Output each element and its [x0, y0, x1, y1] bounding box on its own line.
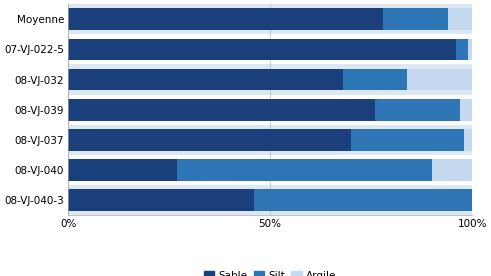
Bar [68, 155, 472, 185]
Bar [375, 99, 460, 121]
Bar [68, 4, 472, 34]
Bar [68, 69, 343, 91]
Bar [432, 159, 472, 181]
Bar [68, 159, 177, 181]
Bar [68, 65, 472, 95]
Bar [343, 69, 408, 91]
Bar [460, 99, 472, 121]
Bar [68, 39, 456, 60]
Bar [68, 95, 472, 125]
Bar [68, 129, 351, 151]
Bar [468, 39, 472, 60]
Bar [408, 69, 472, 91]
Bar [351, 129, 464, 151]
Bar [68, 99, 375, 121]
Bar [68, 125, 472, 155]
Legend: Sable, Silt, Argile: Sable, Silt, Argile [200, 267, 340, 276]
Bar [68, 189, 254, 211]
Bar [456, 39, 468, 60]
Bar [383, 8, 448, 30]
Bar [464, 129, 472, 151]
Bar [254, 189, 472, 211]
Bar [68, 34, 472, 65]
Bar [68, 185, 472, 215]
Bar [177, 159, 432, 181]
Bar [68, 8, 383, 30]
Bar [448, 8, 472, 30]
